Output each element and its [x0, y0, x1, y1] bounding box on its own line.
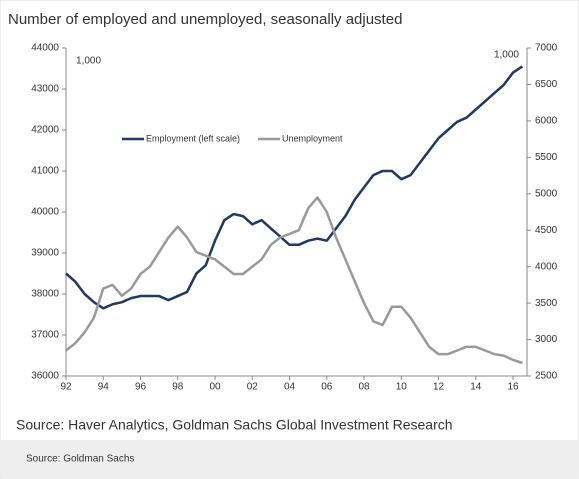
x-tick-label: 06 [321, 382, 333, 393]
x-tick-label: 96 [135, 382, 147, 393]
y2-tick-label: 3500 [535, 298, 558, 309]
x-tick-label: 12 [433, 382, 445, 393]
x-tick-label: 94 [98, 382, 110, 393]
y-tick-label: 41000 [31, 166, 59, 177]
x-tick-label: 02 [247, 382, 259, 393]
x-tick-label: 16 [507, 382, 519, 393]
x-tick-label: 92 [60, 382, 72, 393]
y-tick-label: 44000 [31, 43, 59, 54]
y-tick-label: 40000 [31, 207, 59, 218]
y-tick-label: 42000 [31, 125, 59, 136]
x-tick-label: 08 [358, 382, 370, 393]
x-tick-label: 14 [470, 382, 482, 393]
y-tick-label: 39000 [31, 248, 59, 259]
y-tick-label: 43000 [31, 84, 59, 95]
y2-tick-label: 7000 [535, 43, 558, 54]
x-tick-label: 00 [209, 382, 221, 393]
y2-tick-label: 5500 [535, 152, 558, 163]
source: Source: Haver Analytics, Goldman Sachs G… [16, 417, 453, 433]
series-line [65, 65, 524, 310]
y-tick-label: 38000 [31, 289, 59, 300]
y2-tick-label: 5000 [535, 188, 558, 199]
y2-tick-label: 6000 [535, 116, 558, 127]
y2-tick-label: 3000 [535, 334, 558, 345]
x-tick-label: 04 [284, 382, 296, 393]
x-tick-label: 98 [172, 382, 184, 393]
x-tick-label: 10 [396, 382, 408, 393]
series-line [65, 196, 523, 365]
y2-tick-label: 4000 [535, 261, 558, 272]
legend-label: Unemployment [282, 133, 343, 143]
legend-label: Employment (left scale) [146, 133, 240, 143]
footer: Source: Goldman Sachs [26, 454, 134, 465]
y-tick-label: 36000 [31, 371, 59, 382]
y2-tick-label: 2500 [535, 371, 558, 382]
y2-tick-label: 4500 [535, 225, 558, 236]
unit-label: 1,000 [494, 50, 519, 61]
y2-tick-label: 6500 [535, 79, 558, 90]
chart-title: Number of employed and unemployed, seaso… [8, 11, 402, 28]
footer-bar [1, 440, 578, 478]
unit-label: 1,000 [76, 56, 101, 67]
y-tick-label: 37000 [31, 330, 59, 341]
